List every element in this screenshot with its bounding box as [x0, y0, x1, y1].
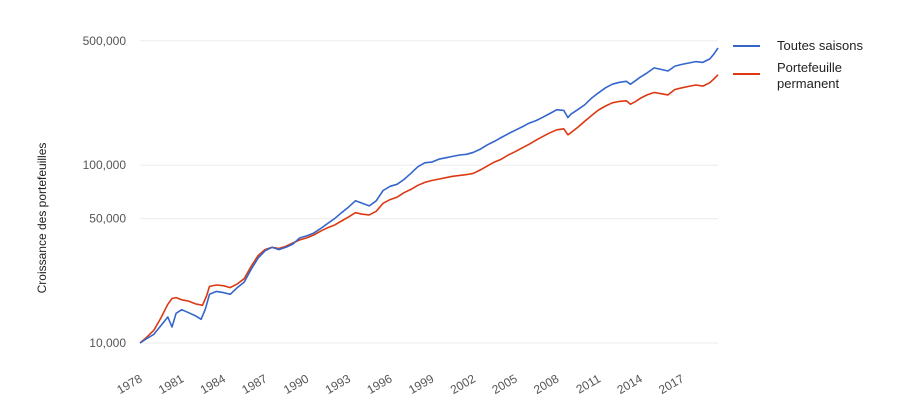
- x-tick-label: 1990: [281, 371, 311, 397]
- y-axis-ticks: 10,000 50,000 100,000 500,000: [83, 34, 127, 350]
- series-line-1: [139, 47, 719, 344]
- x-tick-label: 1996: [364, 371, 394, 397]
- x-tick-label: 2017: [656, 371, 686, 397]
- legend[interactable]: Toutes saisons Portefeuille permanent: [733, 38, 863, 91]
- x-axis-ticks: 1978 1981 1984 1987 1990 1993 1996 1999 2002 2005…: [114, 371, 686, 397]
- x-tick-label: 2014: [615, 371, 645, 397]
- y-tick-label: 100,000: [83, 158, 127, 172]
- legend-item[interactable]: Portefeuille permanent: [733, 60, 842, 91]
- y-tick-label: 10,000: [89, 336, 126, 350]
- y-tick-label: 500,000: [83, 34, 127, 48]
- x-tick-label: 1993: [323, 371, 353, 397]
- x-tick-label: 2002: [448, 371, 478, 397]
- x-tick-label: 2011: [574, 371, 604, 396]
- legend-item[interactable]: Toutes saisons: [733, 38, 863, 53]
- x-tick-label: 1978: [114, 371, 144, 397]
- x-tick-label: 1999: [406, 371, 436, 397]
- x-tick-label: 1984: [198, 371, 228, 397]
- legend-label: Portefeuille permanent: [777, 60, 842, 91]
- x-tick-label: 2008: [531, 371, 561, 397]
- x-tick-label: 1987: [239, 371, 269, 397]
- y-tick-label: 50,000: [89, 212, 126, 226]
- series-line-2: [139, 74, 719, 344]
- series-layer: [139, 47, 719, 344]
- y-axis-title: Croissance des portefeuilles: [35, 143, 49, 294]
- x-tick-label: 2005: [490, 371, 520, 397]
- x-tick-label: 1981: [156, 371, 186, 397]
- legend-label: Toutes saisons: [777, 38, 863, 53]
- grid-layer: [140, 40, 718, 344]
